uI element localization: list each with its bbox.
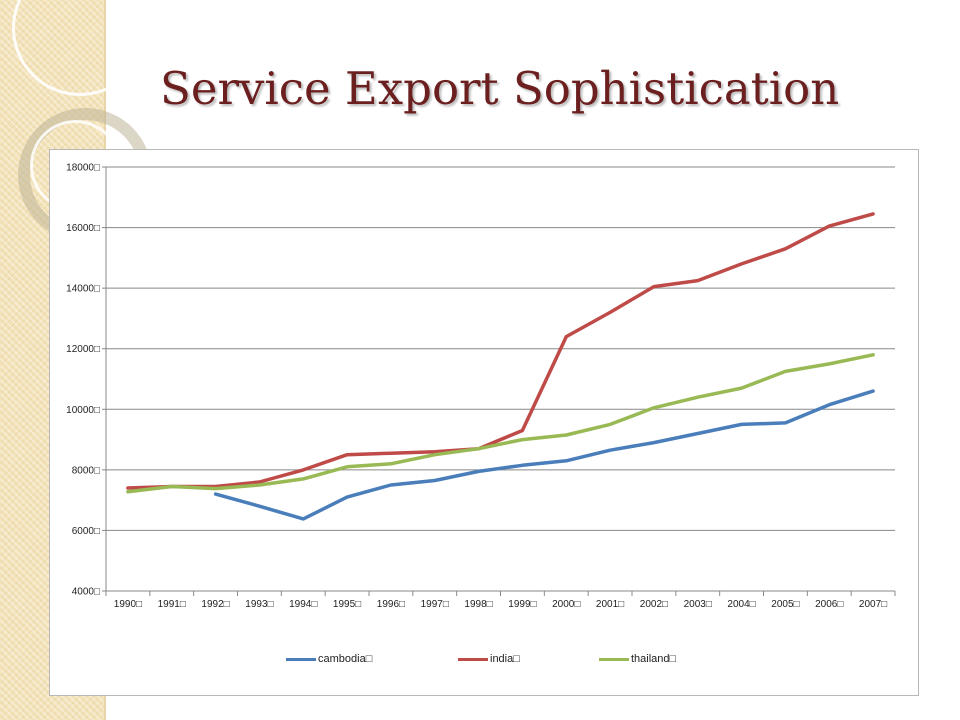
x-tick-label: 2005□	[771, 599, 799, 610]
y-tick-label: 10000□	[66, 405, 100, 416]
series-line-india	[126, 212, 875, 490]
x-tick-label: 1996□	[377, 599, 405, 610]
x-tick-label: 1990□	[114, 599, 142, 610]
chart-canvas: 4000□ 6000□ 8000□ 10000□ 12000□ 14000□ 16000□ 1…	[66, 163, 896, 610]
x-tick-label: 1998□	[464, 599, 492, 610]
x-tick-label: 2004□	[727, 599, 755, 610]
y-tick-label: 12000□	[66, 344, 100, 355]
legend-label-cambodia: cambodia□	[318, 653, 373, 665]
x-tick-label: 1999□	[508, 599, 536, 610]
y-tick-label: 4000□	[72, 587, 100, 598]
x-tick-label: 1992□	[201, 599, 229, 610]
legend-swatch-india	[458, 657, 488, 661]
series-line-thailand	[126, 353, 875, 494]
x-tick-label: 2007□	[859, 599, 887, 610]
slide-title: Service Export Sophistication	[160, 62, 840, 115]
y-tick-label: 18000□	[66, 163, 100, 174]
line-chart: 4000□ 6000□ 8000□ 10000□ 12000□ 14000□ 16000□ 1…	[49, 149, 919, 696]
x-tick-label: 1991□	[158, 599, 186, 610]
x-tick-label: 1995□	[333, 599, 361, 610]
legend-item-cambodia: cambodia□	[286, 653, 372, 665]
x-tick-label: 2003□	[684, 599, 712, 610]
series-line-cambodia	[213, 389, 875, 521]
y-tick-label: 8000□	[72, 465, 100, 476]
legend-item-thailand: thailand□	[599, 653, 676, 665]
y-tick-label: 6000□	[72, 526, 100, 537]
x-tick-label: 2000□	[552, 599, 580, 610]
y-tick-label: 16000□	[66, 223, 100, 234]
x-tick-label: 1994□	[289, 599, 317, 610]
legend-label-thailand: thailand□	[631, 653, 677, 665]
x-tick-label: 1993□	[245, 599, 273, 610]
legend-swatch-cambodia	[286, 657, 316, 661]
legend-item-india: india□	[458, 653, 520, 665]
legend-swatch-thailand	[599, 657, 629, 661]
y-tick-label: 14000□	[66, 284, 100, 295]
x-tick-label: 2001□	[596, 599, 624, 610]
x-tick-label: 2002□	[640, 599, 668, 610]
x-tick-label: 1997□	[421, 599, 449, 610]
legend-label-india: india□	[490, 653, 520, 665]
x-tick-label: 2006□	[815, 599, 843, 610]
